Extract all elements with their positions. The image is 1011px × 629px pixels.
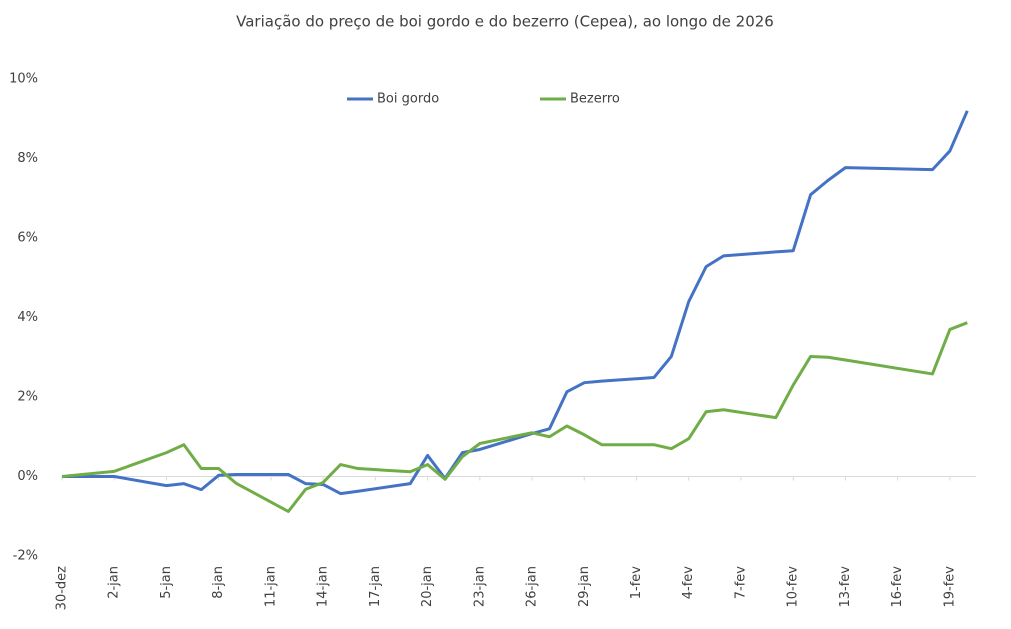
y-tick-label: 0% [17,469,38,484]
x-tick-label: 26-jan [525,566,540,607]
x-tick-label: 17-jan [368,566,383,607]
x-tick-label: 13-fev [838,566,853,608]
y-tick-label: 6% [17,231,38,246]
x-tick-label: 30-dez [55,566,70,610]
y-tick-label: 2% [17,390,38,405]
x-tick-label: 5-jan [159,566,174,599]
x-tick-label: 7-fev [733,566,748,600]
y-tick-label: 10% [9,72,38,87]
x-tick-label: 19-fev [942,566,957,608]
x-tick-label: 29-jan [577,566,592,607]
x-tick-label: 2-jan [107,566,122,599]
series-line [61,321,968,513]
x-tick-label: 16-fev [890,566,905,608]
x-tick-label: 20-jan [420,566,435,607]
x-tick-label: 4-fev [681,566,696,600]
y-tick-label: 8% [17,151,38,166]
chart-title: Variação do preço de boi gordo e do beze… [236,13,774,31]
y-tick-label: -2% [13,549,38,564]
x-tick-label: 1-fev [629,566,644,600]
legend-label: Boi gordo [377,92,439,107]
legend-label: Bezerro [570,92,620,107]
x-tick-label: 10-fev [786,566,801,608]
x-tick-label: 14-jan [316,566,331,607]
x-tick-label: 11-jan [263,566,278,607]
x-tick-label: 23-jan [472,566,487,607]
y-tick-label: 4% [17,310,38,325]
x-tick-label: 8-jan [211,566,226,599]
